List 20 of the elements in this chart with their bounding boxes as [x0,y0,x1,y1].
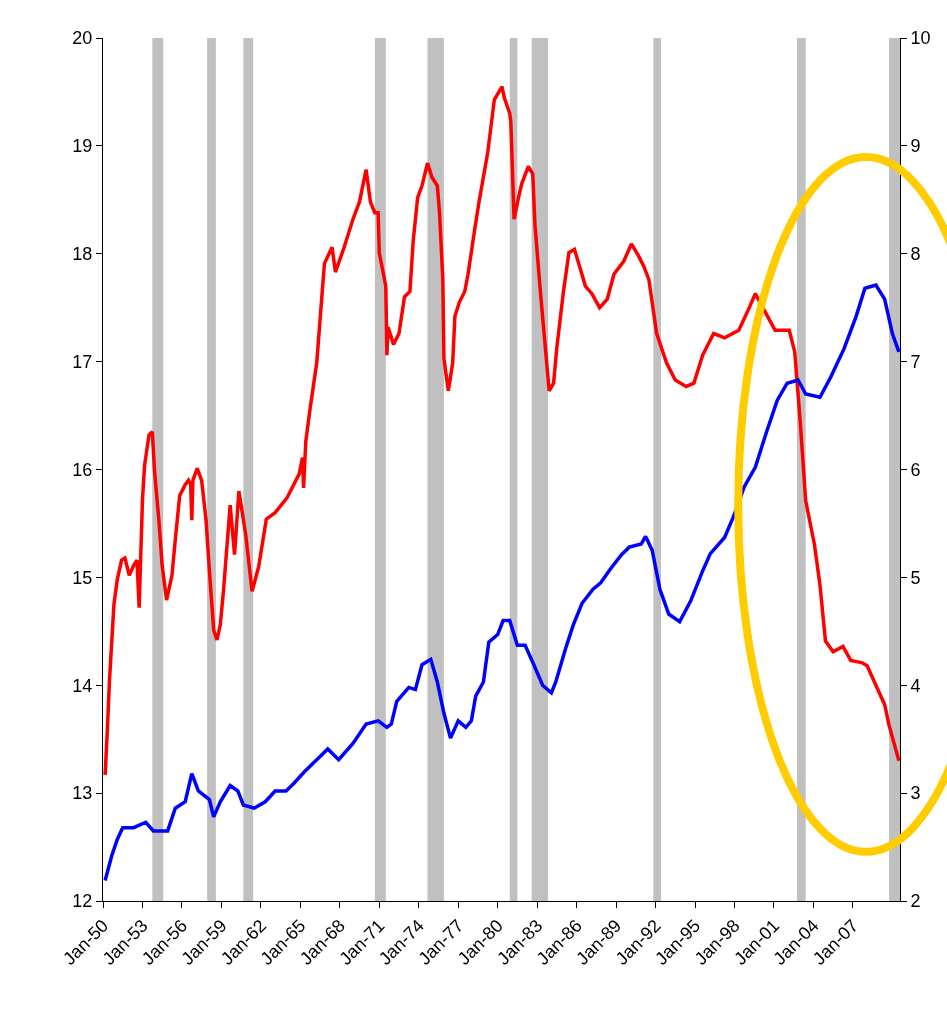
y2-tick-label: 10 [910,28,931,49]
y-tick-label: 17 [72,351,93,372]
y2-tick-label: 3 [910,783,921,804]
y2-tick-label: 6 [910,459,921,480]
y2-tick-label: 5 [910,567,921,588]
y2-tick-label: 4 [910,675,921,696]
y2-tick-label: 2 [910,891,921,912]
y-tick-label: 19 [72,136,93,157]
y-tick-label: 16 [72,459,93,480]
y-tick-label: 15 [72,567,93,588]
y2-tick-label: 9 [910,136,921,157]
y-tick-label: 13 [72,783,93,804]
y-tick-label: 18 [72,244,93,265]
y2-tick-label: 7 [910,351,921,372]
y-tick-label: 20 [72,28,93,49]
y-tick-label: 14 [72,675,93,696]
y2-tick-label: 8 [910,244,921,265]
line-series [103,283,900,883]
y-tick-label: 12 [72,891,93,912]
line-series [103,84,900,777]
